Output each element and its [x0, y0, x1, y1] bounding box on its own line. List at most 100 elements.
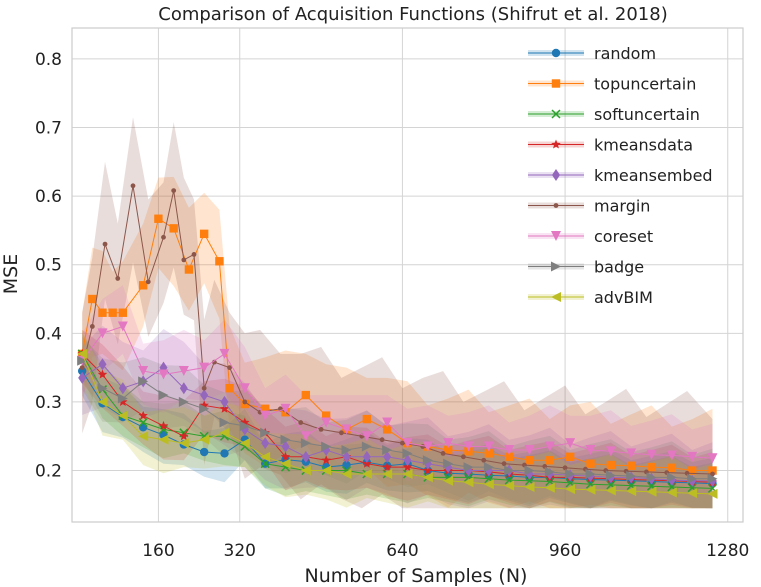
advBIM-point [463, 477, 474, 488]
coreset-point [341, 424, 352, 435]
x-axis-label: Number of Samples (N) [305, 565, 528, 587]
advBIM-band [82, 329, 713, 509]
margin-point [227, 365, 232, 371]
coreset-point [565, 438, 576, 449]
kmeansdata-point [280, 451, 291, 461]
margin-legend-label: margin [594, 197, 650, 216]
badge-point [300, 438, 311, 449]
coreset-legend-label: coreset [594, 227, 653, 246]
random-point [342, 460, 351, 470]
topuncertain-point [169, 224, 178, 233]
coreset-point [321, 417, 332, 428]
badge-point [280, 434, 291, 445]
coreset-point [402, 438, 413, 449]
coreset-point [707, 453, 718, 464]
kmeansembed-point [383, 450, 392, 463]
kmeansdata-point [118, 396, 128, 406]
kmeansdata-point [97, 369, 108, 379]
topuncertain-point [184, 265, 194, 274]
advBIM-point [666, 487, 677, 498]
kmeansdata-point [321, 455, 331, 465]
random-band [82, 350, 713, 509]
x-tick-label: 960 [549, 541, 581, 561]
coreset-legend-marker [551, 231, 561, 241]
random-point [77, 366, 87, 376]
advBIM-point [544, 482, 555, 493]
badge-point [341, 444, 352, 455]
coreset-point [300, 431, 311, 442]
y-tick-label: 0.5 [35, 256, 62, 276]
coreset-point [504, 444, 515, 455]
kmeansembed-legend-marker [552, 169, 560, 181]
advBIM-point [280, 458, 291, 469]
margin-point [461, 454, 466, 460]
kmeansdata-point [138, 410, 148, 420]
y-tick-label: 0.8 [35, 50, 62, 70]
margin-point [379, 437, 385, 443]
random-legend-label: random [594, 44, 656, 63]
advBIM-point [199, 434, 210, 445]
advBIM-point [117, 410, 128, 421]
margin-point [242, 399, 248, 405]
coreset-point [666, 450, 677, 461]
margin-point [710, 471, 715, 477]
margin-point [298, 420, 304, 425]
kmeansdata-point [199, 400, 209, 410]
kmeansembed-point [179, 382, 188, 395]
kmeansembed-legend-label: kmeansembed [594, 166, 713, 185]
margin-point [339, 430, 344, 436]
topuncertain-point [215, 257, 224, 266]
topuncertain-point [484, 449, 494, 458]
topuncertain-point [443, 445, 453, 455]
margin-point [115, 276, 121, 281]
topuncertain-point [525, 456, 534, 465]
badge-legend-marker [551, 261, 561, 272]
advBIM-point [219, 427, 230, 438]
topuncertain-point [545, 456, 555, 465]
x-tick-label: 160 [142, 541, 174, 561]
coreset-point [382, 417, 393, 428]
kmeansembed-point [118, 382, 127, 395]
advBIM-point [504, 480, 515, 491]
badge-point [178, 396, 189, 407]
badge-point [138, 376, 149, 387]
badge-point [666, 472, 677, 483]
badge-point [219, 417, 230, 428]
margin-point [181, 257, 187, 263]
coreset-point [97, 328, 108, 339]
kmeansembed-band [82, 325, 713, 509]
advBIM-point [239, 438, 250, 449]
softuncertain-band [82, 333, 713, 509]
advBIM-point [524, 482, 535, 493]
badge-point [361, 441, 372, 452]
coreset-point [463, 441, 474, 452]
y-tick-label: 0.3 [35, 393, 62, 413]
legend: random topuncertain softuncertain kmeansdat… [528, 44, 713, 307]
badge-band [82, 336, 713, 509]
advBIM-legend-marker [551, 292, 561, 302]
x-tick-label: 1280 [706, 541, 749, 561]
margin-point [145, 279, 151, 285]
coreset-point [361, 431, 372, 442]
advBIM-point [341, 468, 352, 479]
topuncertain-point [586, 459, 595, 468]
y-tick-label: 0.4 [35, 324, 62, 344]
y-axis-label: MSE [0, 254, 22, 294]
badge-point [443, 458, 454, 469]
badge-point [199, 403, 210, 414]
badge-legend-label: badge [594, 258, 644, 277]
advBIM-point [443, 475, 454, 486]
coreset-point [605, 446, 616, 457]
kmeansdata-point [382, 462, 392, 472]
badge-point [321, 441, 332, 452]
topuncertain-point [382, 425, 392, 434]
coreset-point [199, 362, 210, 373]
topuncertain-point [606, 460, 616, 470]
topuncertain-legend-label: topuncertain [594, 75, 696, 94]
badge-point [646, 472, 657, 483]
advBIM-point [483, 479, 494, 490]
topuncertain-point [301, 390, 311, 400]
badge-point [97, 383, 108, 394]
kmeansembed-point [78, 371, 87, 384]
